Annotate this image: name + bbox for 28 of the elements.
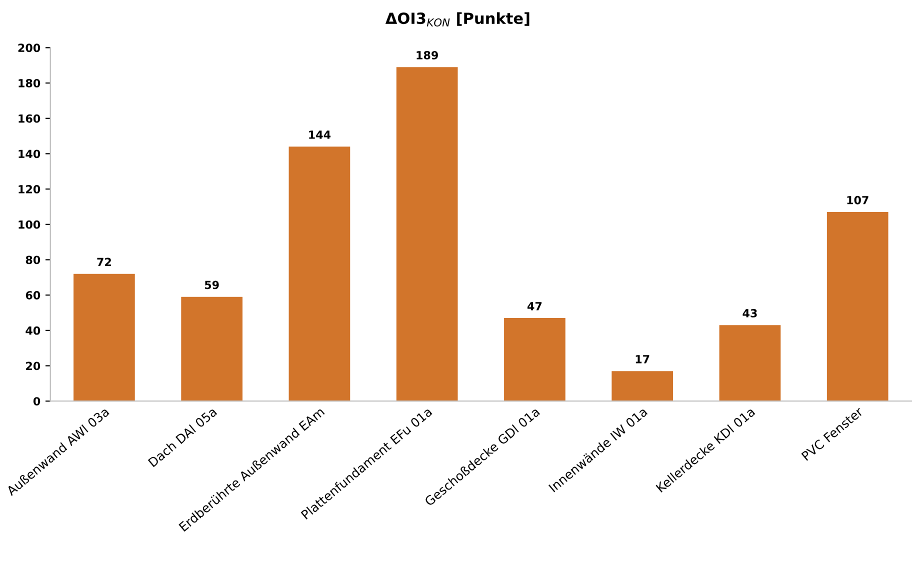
data-label: 43	[742, 309, 757, 318]
bar	[396, 67, 458, 402]
data-label: 47	[527, 302, 542, 310]
y-tick-label: 160	[18, 114, 40, 123]
bar	[288, 146, 350, 402]
data-label: 72	[97, 258, 111, 266]
data-label: 189	[416, 51, 438, 60]
y-tick-label: 140	[18, 150, 40, 158]
data-label: 59	[204, 280, 219, 290]
y-tick-label: 200	[18, 44, 40, 52]
bar	[504, 318, 566, 402]
bar	[612, 371, 674, 402]
y-tick-label: 60	[26, 291, 40, 300]
data-label: 144	[309, 130, 331, 139]
bar	[826, 212, 888, 402]
y-tick-label: 0	[33, 397, 40, 406]
bar	[74, 274, 135, 402]
data-label: 17	[636, 355, 650, 364]
chart-title: ΔOI3$_{KON}$ [Punkte]	[385, 12, 530, 27]
bar	[181, 296, 242, 402]
data-label: 107	[847, 196, 868, 204]
y-tick-label: 180	[18, 79, 40, 88]
y-tick-label: 120	[18, 185, 40, 194]
y-tick-label: 40	[26, 326, 40, 335]
y-tick-label: 80	[26, 256, 40, 264]
y-tick-label: 100	[18, 220, 40, 229]
bar	[719, 325, 781, 402]
y-tick-label: 20	[26, 362, 40, 370]
